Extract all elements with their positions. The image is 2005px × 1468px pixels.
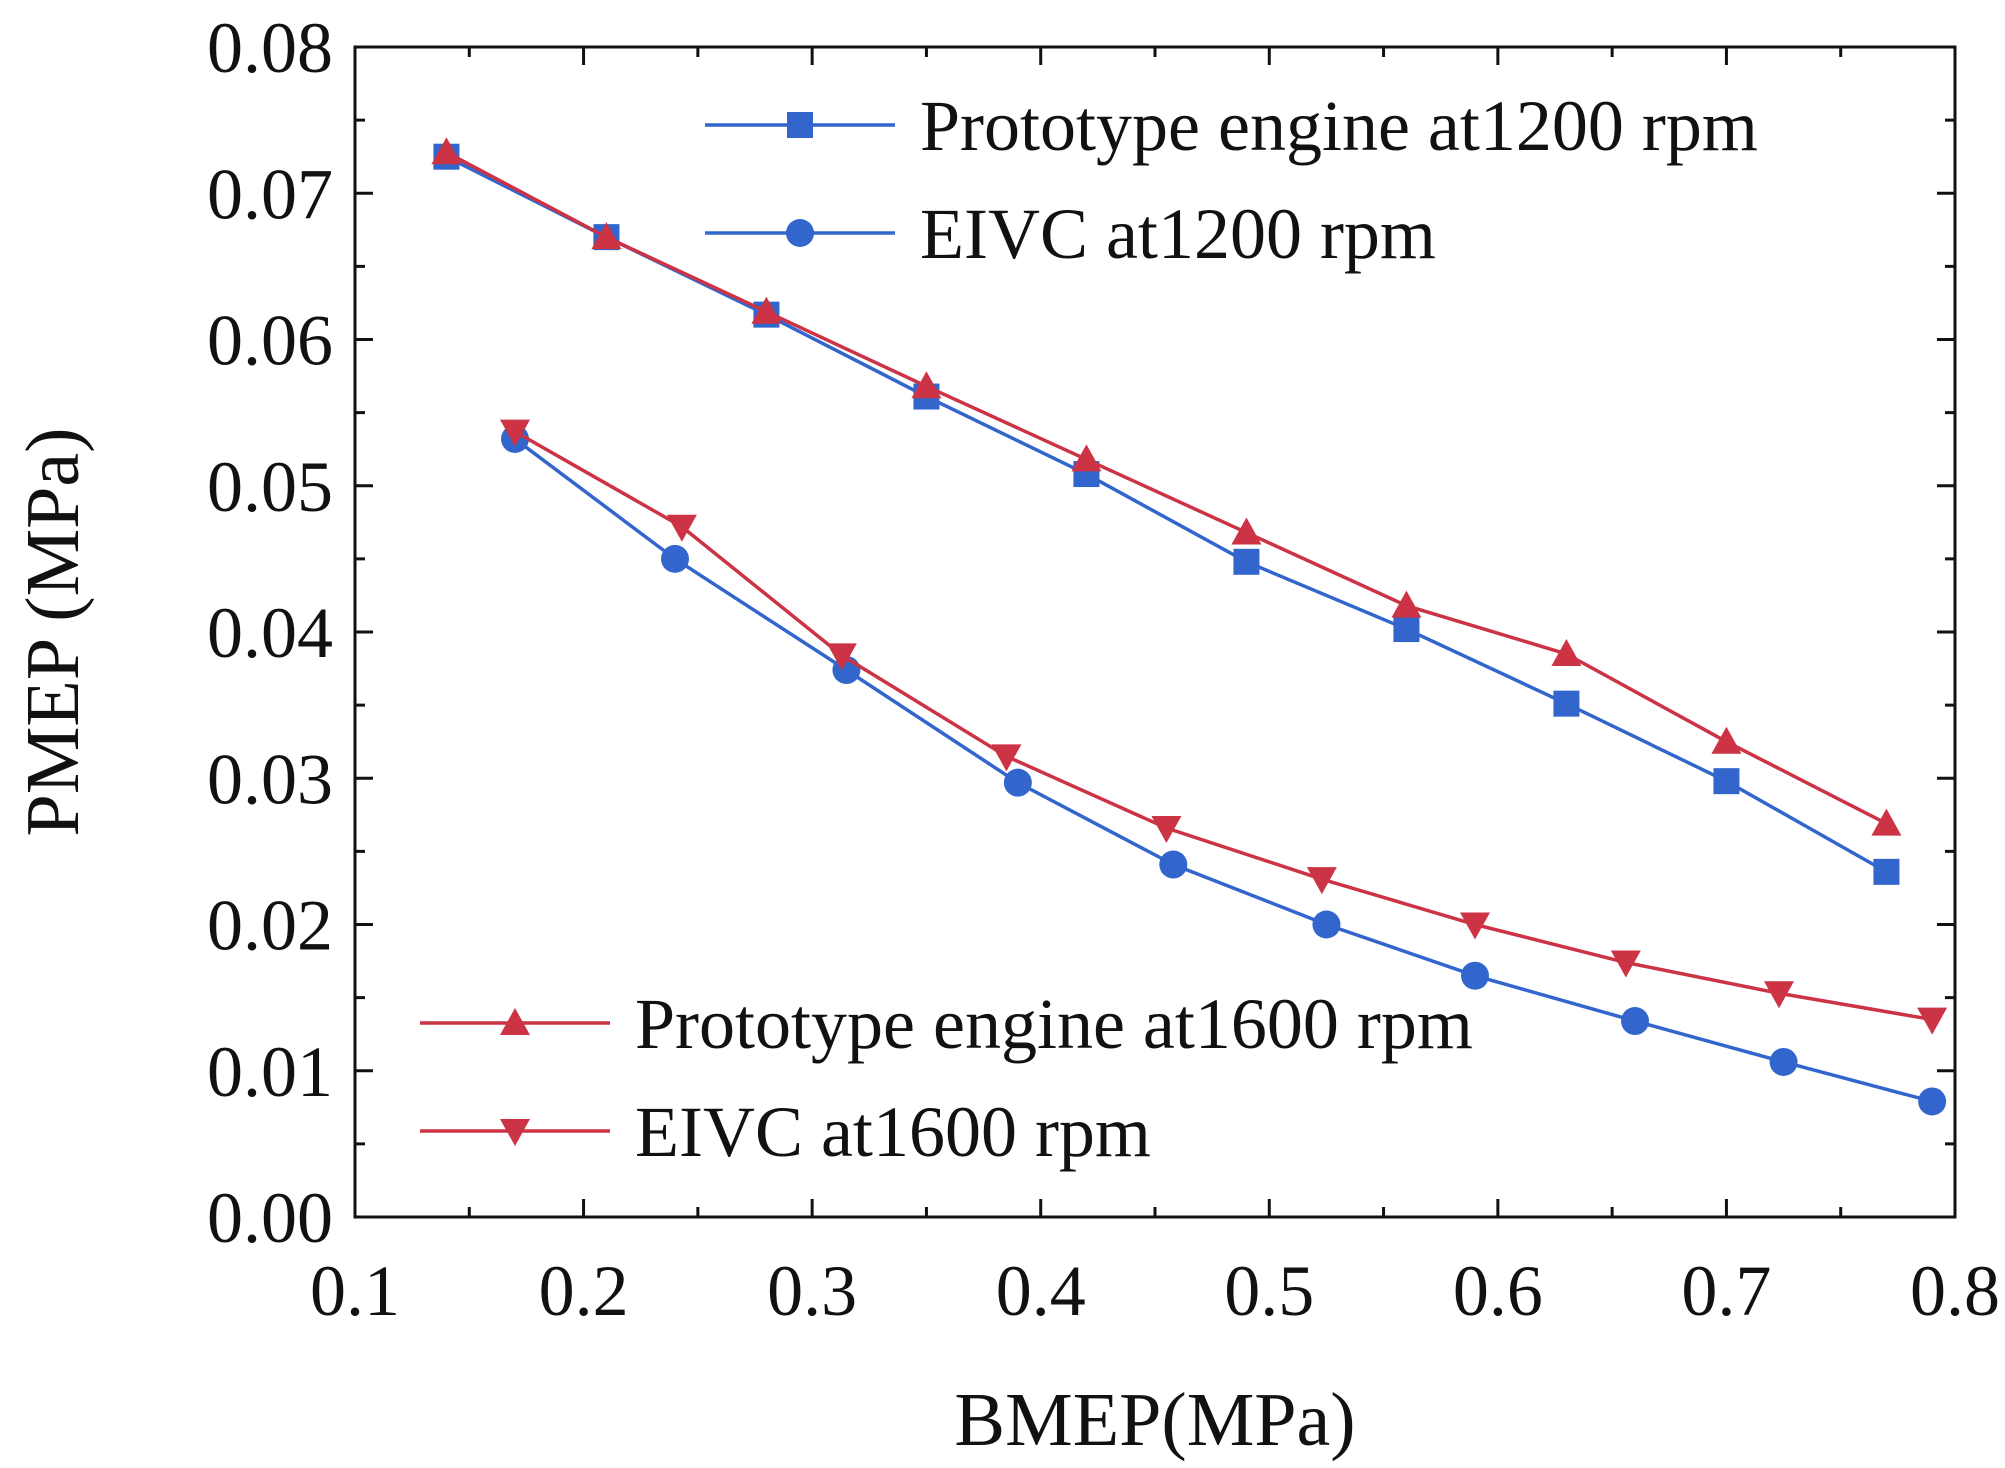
legend-marker bbox=[786, 219, 814, 247]
x-tick-label: 0.8 bbox=[1910, 1251, 2000, 1331]
data-point bbox=[591, 222, 622, 250]
data-point bbox=[431, 137, 462, 165]
data-point bbox=[1461, 961, 1489, 990]
data-point bbox=[661, 544, 689, 573]
data-point bbox=[1151, 815, 1182, 843]
y-tick-label: 0.03 bbox=[207, 739, 333, 819]
y-tick-label: 0.07 bbox=[207, 154, 333, 234]
data-point bbox=[1711, 726, 1742, 754]
data-point bbox=[1610, 950, 1641, 978]
data-point bbox=[500, 419, 530, 447]
series-triangle-up bbox=[431, 137, 1902, 836]
x-tick-label: 0.3 bbox=[767, 1251, 857, 1331]
legend-entry: EIVC at1600 rpm bbox=[420, 1092, 1151, 1172]
legend-entry: Prototype engine at1600 rpm bbox=[420, 984, 1473, 1064]
data-point bbox=[1713, 768, 1740, 795]
legend-entry: Prototype engine at1200 rpm bbox=[705, 86, 1758, 166]
legend-marker bbox=[787, 112, 813, 138]
series-line bbox=[513, 437, 1933, 1104]
series-line bbox=[445, 150, 1888, 826]
data-point bbox=[1551, 638, 1582, 666]
data-point bbox=[1159, 850, 1188, 879]
data-point bbox=[826, 643, 857, 671]
y-tick-label: 0.00 bbox=[207, 1178, 333, 1258]
data-point bbox=[1003, 768, 1032, 797]
legend-label: Prototype engine at1200 rpm bbox=[920, 86, 1758, 166]
data-point bbox=[1621, 1007, 1649, 1036]
x-axis-title: BMEP(MPa) bbox=[954, 1378, 1355, 1462]
x-tick-label: 0.2 bbox=[539, 1251, 629, 1331]
series-line bbox=[514, 430, 1933, 1022]
data-point bbox=[751, 296, 782, 324]
y-tick-label: 0.04 bbox=[207, 593, 333, 673]
y-tick-label: 0.08 bbox=[207, 8, 333, 88]
y-tick-label: 0.01 bbox=[207, 1032, 333, 1112]
data-point bbox=[1769, 1047, 1798, 1076]
data-point bbox=[1871, 808, 1902, 836]
x-tick-label: 0.4 bbox=[996, 1251, 1086, 1331]
y-tick-label: 0.06 bbox=[207, 301, 333, 381]
data-point bbox=[1231, 517, 1262, 545]
data-point bbox=[1312, 910, 1341, 939]
data-point bbox=[1391, 590, 1422, 618]
legend-label: EIVC at1600 rpm bbox=[635, 1092, 1151, 1172]
data-point bbox=[911, 371, 942, 399]
data-series bbox=[431, 137, 1948, 1116]
data-point bbox=[1764, 981, 1794, 1009]
y-axis-title: PMEP (MPa) bbox=[11, 428, 95, 837]
legend-label: Prototype engine at1600 rpm bbox=[635, 984, 1473, 1064]
y-tick-label: 0.05 bbox=[207, 447, 333, 527]
data-point bbox=[1233, 548, 1260, 575]
x-tick-label: 0.6 bbox=[1453, 1251, 1543, 1331]
data-point bbox=[1917, 1007, 1948, 1035]
x-tick-label: 0.5 bbox=[1224, 1251, 1314, 1331]
legend-label: EIVC at1200 rpm bbox=[920, 194, 1436, 274]
data-point bbox=[1393, 616, 1420, 643]
data-point bbox=[991, 744, 1022, 772]
y-tick-label: 0.02 bbox=[207, 886, 333, 966]
data-point bbox=[1918, 1087, 1947, 1116]
legend-marker bbox=[500, 1119, 530, 1146]
x-tick-label: 0.1 bbox=[310, 1251, 400, 1331]
legend-entry: EIVC at1200 rpm bbox=[705, 194, 1436, 274]
data-point bbox=[1071, 444, 1102, 472]
data-point bbox=[666, 514, 697, 542]
data-point bbox=[1873, 858, 1900, 885]
legend: Prototype engine at1200 rpm EIVC at1200 r… bbox=[420, 86, 1758, 1172]
x-tick-label: 0.7 bbox=[1681, 1251, 1771, 1331]
legend-marker bbox=[500, 1008, 530, 1035]
axis-ticks: 0.1 0.2 0.3 0.4 0.5 0.6 0.7 0.8 0.00 0.01 0.02 0.03… bbox=[207, 8, 2000, 1331]
series-triangle-down bbox=[500, 419, 1948, 1035]
data-point bbox=[1553, 690, 1580, 717]
data-point bbox=[1460, 912, 1490, 940]
data-point bbox=[1306, 867, 1337, 895]
